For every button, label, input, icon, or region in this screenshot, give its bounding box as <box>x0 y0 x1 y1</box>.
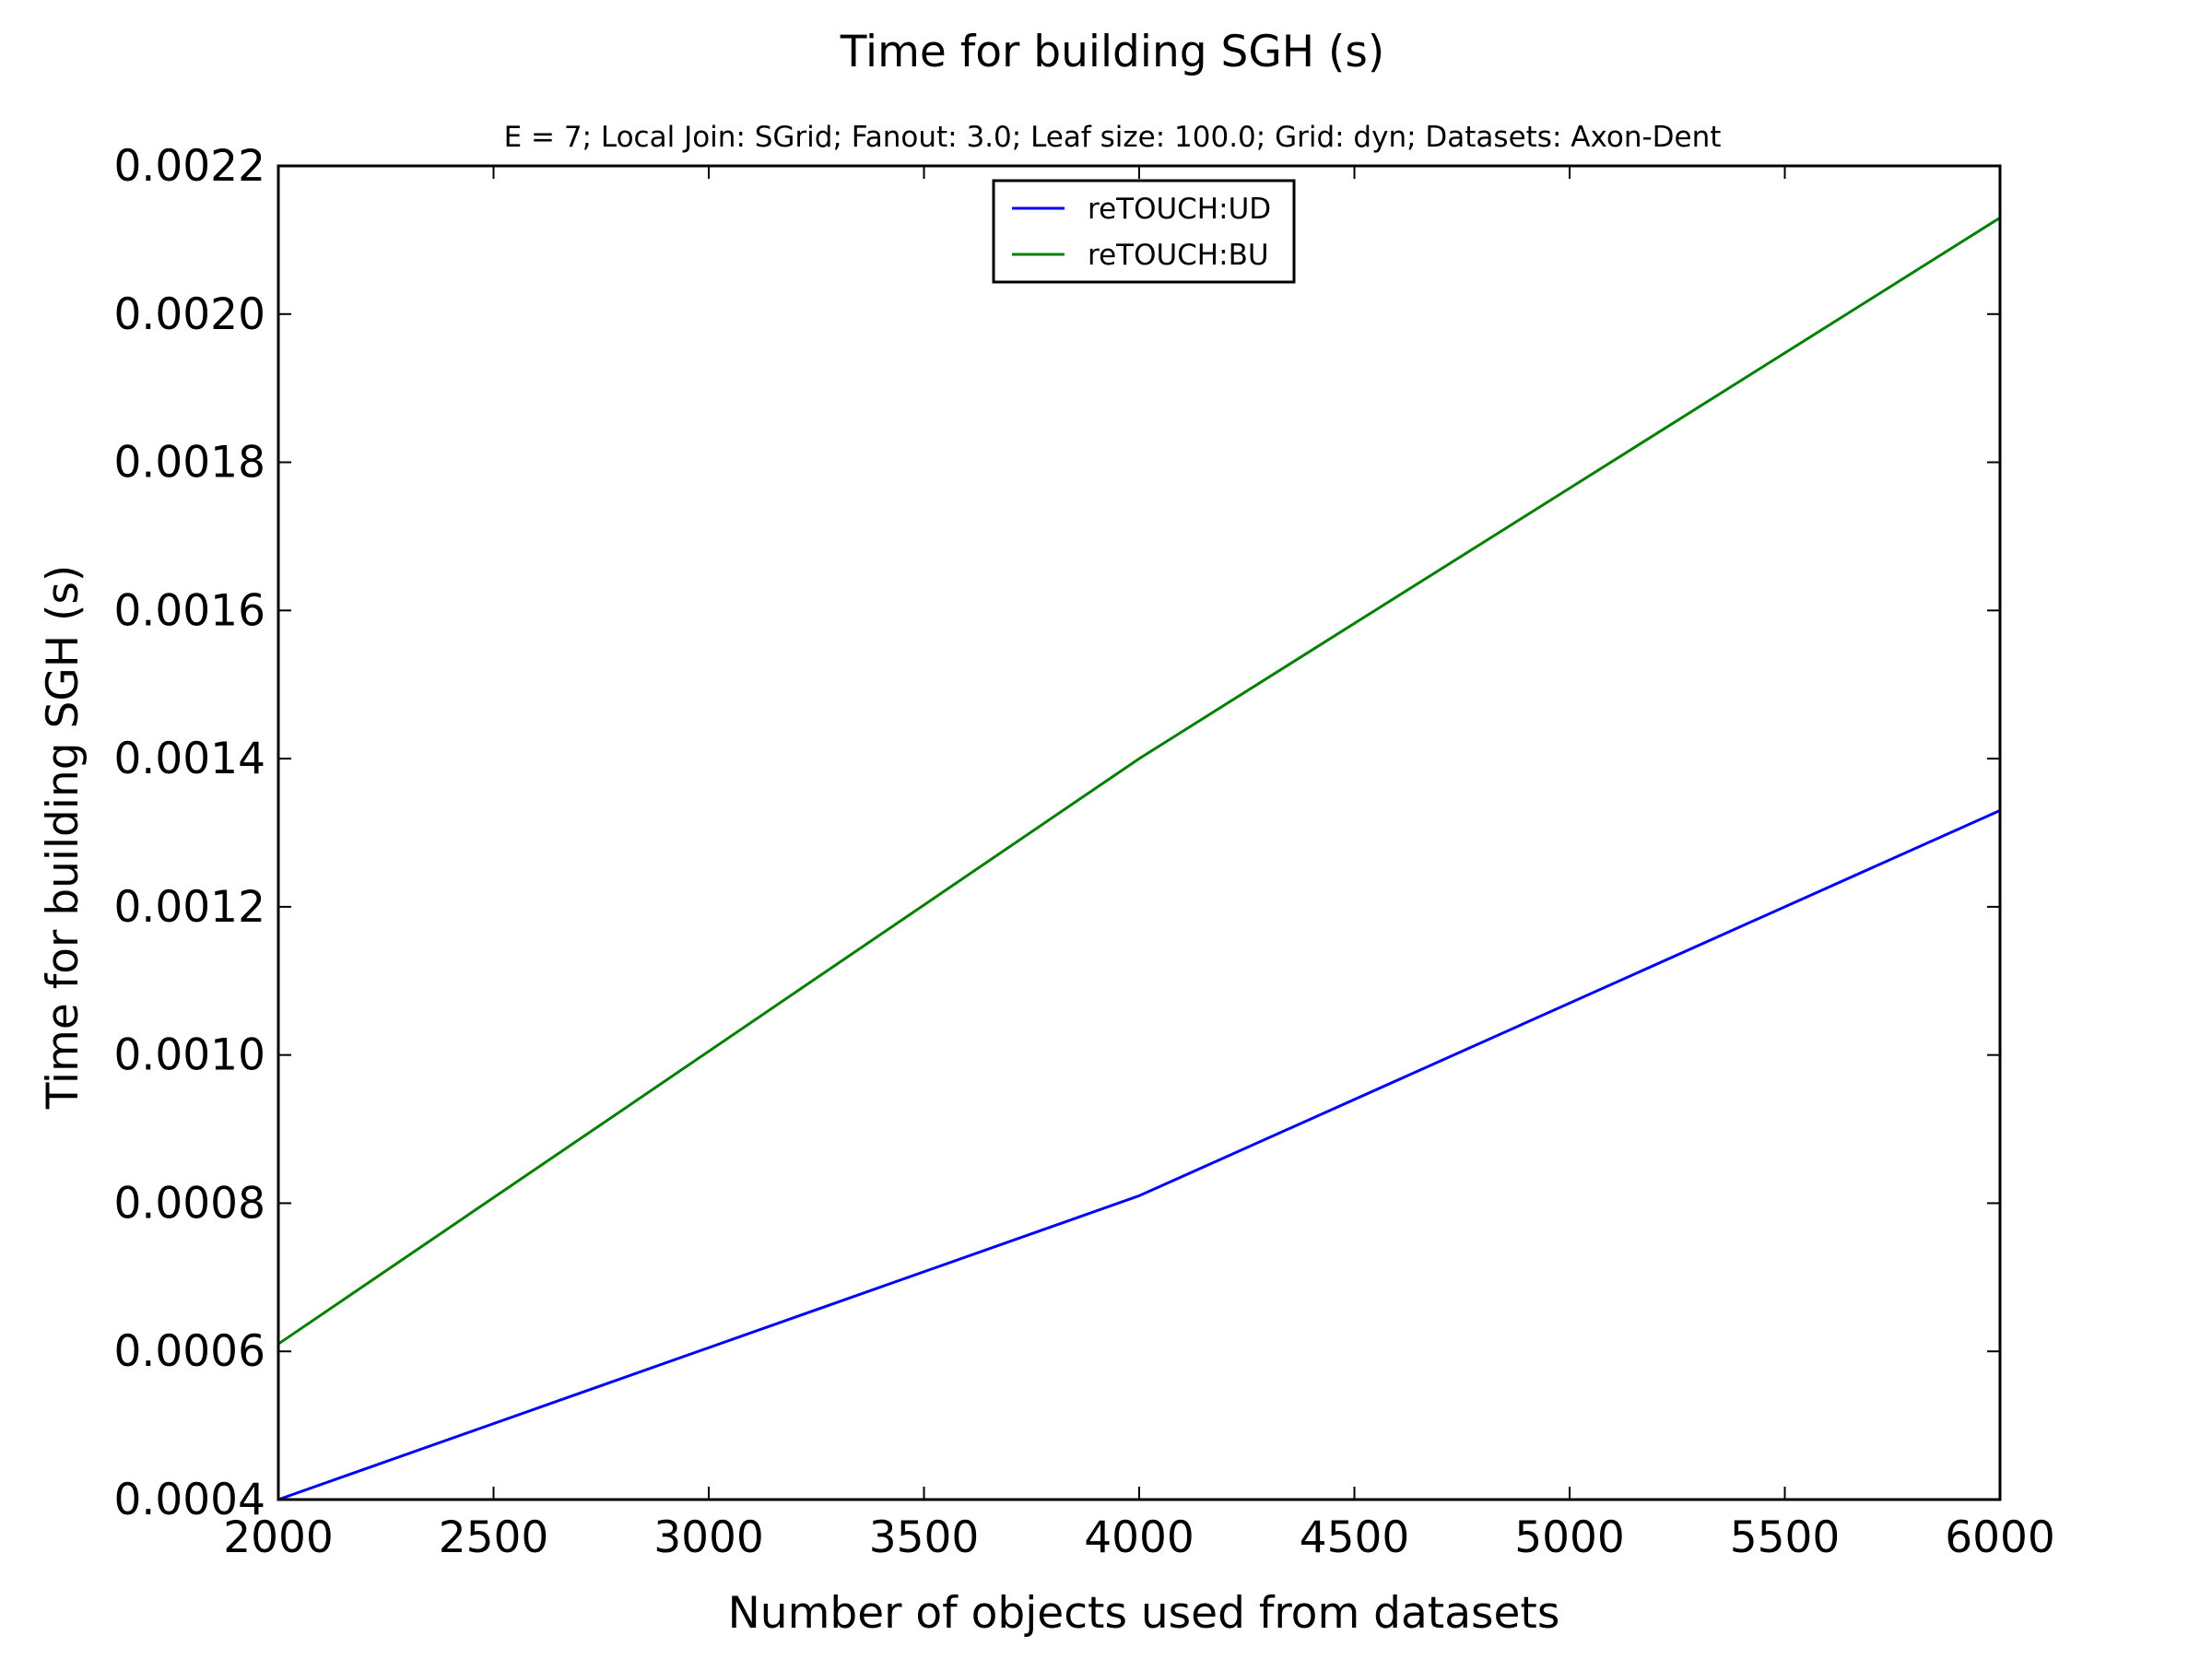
x-axis-label: Number of objects used from datasets <box>728 1588 1560 1639</box>
y-tick-label: 0.0010 <box>114 1030 265 1081</box>
y-tick-label: 0.0018 <box>114 438 265 488</box>
y-tick-label: 0.0020 <box>114 289 265 340</box>
series-layer <box>277 217 2001 1501</box>
plot-area: 2000 2500 3000 3500 4000 4500 5000 5500 6000 0.00… <box>114 141 2055 1563</box>
x-tick-label: 2500 <box>439 1512 549 1563</box>
x-tick-label: 4500 <box>1300 1512 1410 1563</box>
x-tick-label: 5500 <box>1730 1512 1841 1563</box>
legend: reTOUCH:UD reTOUCH:BU <box>992 179 1296 284</box>
y-tick-label: 0.0008 <box>114 1178 265 1229</box>
series-line-bu <box>277 217 2001 1346</box>
chart-subtitle: E = 7; Local Join: SGrid; Fanout: 3.0; L… <box>504 121 1722 154</box>
x-tick-label: 5000 <box>1514 1512 1625 1563</box>
x-tick-label: 6000 <box>1945 1512 2055 1563</box>
x-tick-label: 3500 <box>869 1512 980 1563</box>
legend-label-ud: reTOUCH:UD <box>1088 193 1271 226</box>
plot-frame <box>276 164 2002 1501</box>
chart-title: Time for building SGH (s) <box>840 27 1384 77</box>
x-tick-label: 3000 <box>653 1512 764 1563</box>
series-line-ud <box>277 809 2001 1501</box>
y-tick-label: 0.0006 <box>114 1326 265 1377</box>
y-tick-label: 0.0014 <box>114 734 265 784</box>
y-tick-label: 0.0016 <box>114 585 265 636</box>
y-tick-label: 0.0004 <box>114 1475 265 1525</box>
y-tick-label: 0.0012 <box>114 882 265 933</box>
y-tick-label: 0.0022 <box>114 141 265 192</box>
legend-box <box>992 179 1296 284</box>
x-tick-label: 4000 <box>1084 1512 1194 1563</box>
legend-label-bu: reTOUCH:BU <box>1088 239 1269 272</box>
ticks-layer: 2000 2500 3000 3500 4000 4500 5000 5500 6000 0.00… <box>114 141 2055 1563</box>
y-axis-label: Time for building SGH (s) <box>38 565 88 1110</box>
x-tick-label: 2000 <box>223 1512 334 1563</box>
